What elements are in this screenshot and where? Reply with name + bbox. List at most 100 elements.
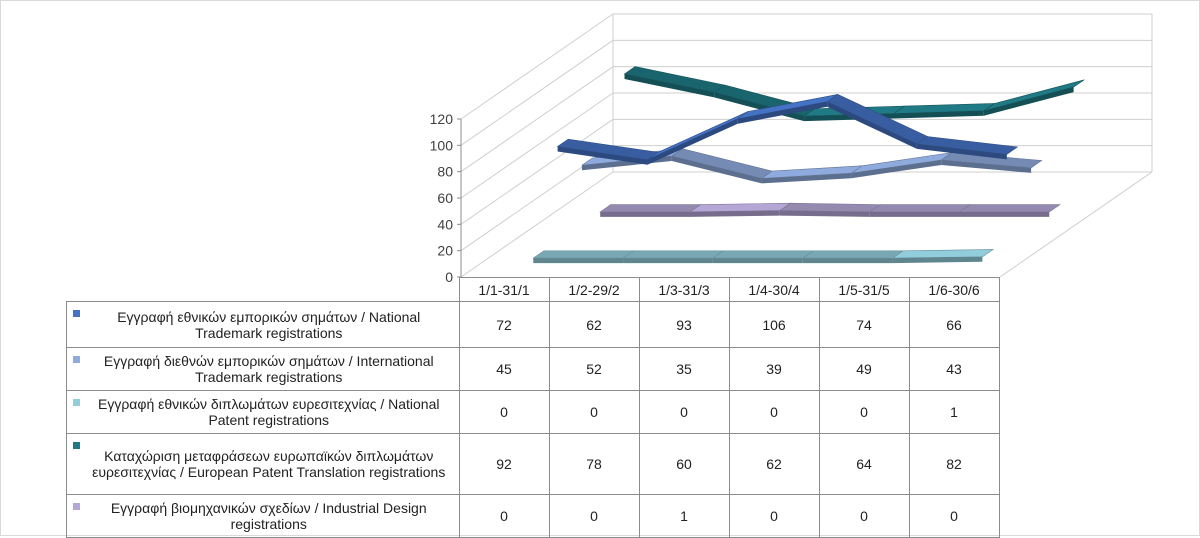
data-value: 0 — [818, 390, 910, 434]
series-3-segment — [801, 250, 905, 259]
series-5-segment — [599, 204, 702, 213]
series-2-segment-edge — [671, 156, 762, 184]
data-value: 78 — [548, 433, 640, 495]
series-5-segment — [958, 204, 1061, 213]
table-corner — [67, 278, 460, 302]
y-axis: 0 20 40 60 80 100 120 — [430, 111, 462, 285]
data-value: 0 — [728, 390, 820, 434]
legend-label: Καταχώριση μεταφράσεων ευρωπαϊκών διπλωμ… — [92, 448, 446, 480]
series-2-segment-edge — [761, 173, 852, 184]
data-value: 39 — [728, 347, 820, 391]
series-row: Εγγραφή εθνικών διπλωμάτων ευρεσιτεχνίας… — [66, 390, 1000, 434]
side-gridline — [460, 118, 614, 225]
data-value: 0 — [548, 390, 640, 434]
legend-label: Εγγραφή εθνικών διπλωμάτων ευρεσιτεχνίας… — [98, 396, 440, 428]
data-value: 92 — [458, 433, 550, 495]
y-tick-label: 100 — [430, 137, 454, 153]
series-3-segment-edge — [533, 258, 624, 264]
legend-entry: Εγγραφή εθνικών εμπορικών σημάτων / Nati… — [66, 301, 460, 348]
legend-entry: Εγγραφή διεθνών εμπορικών σημάτων / Inte… — [66, 347, 460, 391]
legend-entry: Εγγραφή βιομηχανικών σχεδίων / Industria… — [66, 494, 460, 538]
series-3-segment — [532, 250, 635, 259]
category-label: 1/1-31/1 — [458, 277, 550, 302]
data-value: 82 — [908, 433, 1000, 495]
series-3-segment-edge — [802, 258, 893, 264]
series-5-segment — [778, 202, 882, 213]
legend-swatch — [73, 356, 80, 363]
series-1-segment-edge — [557, 146, 648, 165]
series-row: Εγγραφή βιομηχανικών σχεδίων / Industria… — [66, 494, 1000, 538]
series-2-ribbon — [581, 148, 1043, 184]
category-header-row: 1/1-31/1 1/2-29/2 1/3-31/3 1/4-30/4 1/5-31/5… — [67, 277, 1000, 302]
series-4-ribbon — [623, 66, 1085, 122]
legend-label: Εγγραφή διεθνών εμπορικών σημάτων / Inte… — [103, 353, 434, 385]
data-value: 1 — [908, 390, 1000, 434]
legend-swatch — [73, 310, 80, 317]
series-row: Εγγραφή διεθνών εμπορικών σημάτων / Inte… — [66, 347, 1000, 391]
series-5-segment-edge — [690, 210, 780, 217]
legend-swatch — [73, 442, 80, 449]
y-tick-label: 20 — [437, 243, 453, 259]
series-5-ribbon — [599, 202, 1061, 217]
legend-label: Εγγραφή βιομηχανικών σχεδίων / Industria… — [110, 500, 427, 532]
data-table: 1/1-31/1 1/2-29/2 1/3-31/3 1/4-30/4 1/5-31/5… — [66, 277, 1000, 538]
series-1-segment-edge — [647, 118, 738, 165]
series-5-segment-edge — [600, 211, 690, 217]
series-3-segment — [622, 250, 725, 259]
category-label: 1/3-31/3 — [638, 277, 730, 302]
series-lines — [532, 66, 1085, 264]
side-gridline — [460, 171, 614, 278]
y-tick-label: 120 — [430, 111, 454, 127]
legend-entry: Καταχώριση μεταφράσεων ευρωπαϊκών διπλωμ… — [66, 433, 460, 495]
series-row: Εγγραφή εθνικών εμπορικών σημάτων / Nati… — [66, 301, 1000, 348]
series-2-segment-edge — [851, 160, 942, 179]
data-value: 74 — [818, 301, 910, 348]
side-gridline — [460, 39, 614, 146]
data-value: 0 — [908, 494, 1000, 538]
series-4-segment-edge — [894, 110, 984, 119]
series-2-segment-edge — [941, 160, 1032, 173]
y-tick-label: 80 — [437, 164, 453, 180]
series-1-segment-edge — [916, 143, 1007, 160]
series-5-segment-edge — [959, 211, 1050, 217]
data-value: 62 — [548, 301, 640, 348]
series-row: Καταχώριση μεταφράσεων ευρωπαϊκών διπλωμ… — [66, 433, 1000, 495]
data-value: 0 — [458, 494, 550, 538]
data-value: 64 — [818, 433, 910, 495]
data-value: 66 — [908, 301, 1000, 348]
data-value: 72 — [458, 301, 550, 348]
series-3-segment — [891, 249, 995, 259]
category-label: 1/5-31/5 — [818, 277, 910, 302]
side-gridline — [460, 13, 614, 120]
y-tick-label: 40 — [437, 216, 453, 232]
floor-edge — [999, 171, 1153, 278]
series-3-segment-edge — [712, 258, 803, 264]
category-label: 1/6-30/6 — [908, 277, 1000, 302]
chart-walls — [460, 13, 1153, 278]
y-tick-label: 0 — [445, 269, 453, 285]
data-value: 93 — [638, 301, 730, 348]
data-value: 49 — [818, 347, 910, 391]
series-5-segment-edge — [779, 210, 870, 217]
legend-swatch — [73, 399, 80, 406]
series-1-segment-edge — [737, 101, 828, 124]
series-4-segment — [983, 79, 1085, 112]
side-gridline — [460, 66, 614, 173]
data-value: 43 — [908, 347, 1000, 391]
data-value: 60 — [638, 433, 730, 495]
data-value: 106 — [728, 301, 820, 348]
data-value: 45 — [458, 347, 550, 391]
data-value: 62 — [728, 433, 820, 495]
legend-swatch — [73, 503, 80, 510]
legend-entry: Εγγραφή εθνικών διπλωμάτων ευρεσιτεχνίας… — [66, 390, 460, 434]
series-3-ribbon — [532, 249, 995, 264]
series-1-ribbon — [556, 94, 1019, 165]
side-gridline — [460, 92, 614, 199]
data-value: 0 — [818, 494, 910, 538]
y-tick-label: 60 — [437, 190, 453, 206]
series-3-segment-edge — [892, 256, 983, 264]
series-3-segment — [711, 250, 815, 259]
data-value: 0 — [728, 494, 820, 538]
category-label: 1/4-30/4 — [728, 277, 820, 302]
